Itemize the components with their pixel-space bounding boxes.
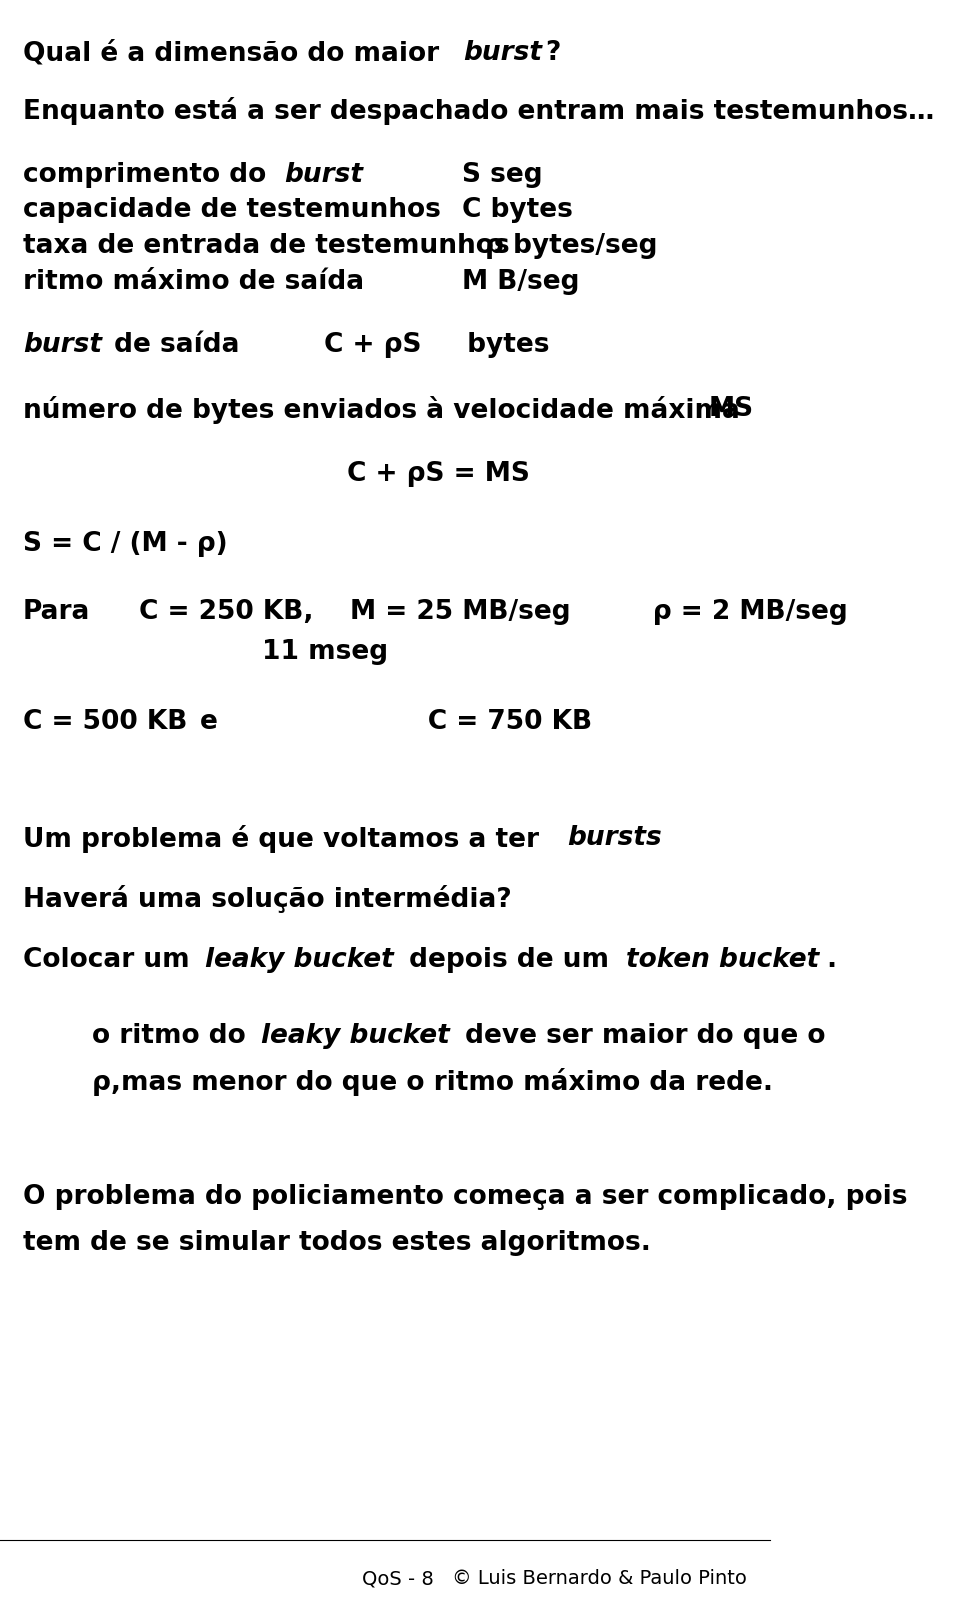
Text: e                       C = 750 KB: e C = 750 KB <box>201 709 592 735</box>
Text: Um problema é que voltamos a ter: Um problema é que voltamos a ter <box>23 825 548 853</box>
Text: M B/seg: M B/seg <box>462 269 580 294</box>
Text: Enquanto está a ser despachado entram mais testemunhos…: Enquanto está a ser despachado entram ma… <box>23 97 934 125</box>
Text: tem de se simular todos estes algoritmos.: tem de se simular todos estes algoritmos… <box>23 1230 651 1256</box>
Text: Qual é a dimensão do maior: Qual é a dimensão do maior <box>23 40 448 66</box>
Text: S = C / (M - ρ): S = C / (M - ρ) <box>23 531 228 557</box>
Text: ρ bytes/seg: ρ bytes/seg <box>486 233 658 259</box>
Text: token bucket: token bucket <box>626 947 820 972</box>
Text: C + ρS     bytes: C + ρS bytes <box>324 332 549 358</box>
Text: 11 mseg: 11 mseg <box>262 639 388 665</box>
Text: burst: burst <box>23 332 102 358</box>
Text: C + ρS = MS: C + ρS = MS <box>347 461 530 487</box>
Text: número de bytes enviados à velocidade máxima: número de bytes enviados à velocidade má… <box>23 396 740 424</box>
Text: S seg: S seg <box>462 162 542 188</box>
Text: Para: Para <box>23 599 90 625</box>
Text: ritmo máximo de saída: ritmo máximo de saída <box>23 269 364 294</box>
Text: C = 250 KB,    M = 25 MB/seg         ρ = 2 MB/seg: C = 250 KB, M = 25 MB/seg ρ = 2 MB/seg <box>138 599 848 625</box>
Text: QoS - 8: QoS - 8 <box>362 1569 434 1589</box>
Text: leaky bucket: leaky bucket <box>261 1023 450 1048</box>
Text: O problema do policiamento começa a ser complicado, pois: O problema do policiamento começa a ser … <box>23 1184 907 1210</box>
Text: ?: ? <box>545 40 561 66</box>
Text: burst: burst <box>464 40 542 66</box>
Text: taxa de entrada de testemunhos: taxa de entrada de testemunhos <box>23 233 510 259</box>
Text: C = 500 KB: C = 500 KB <box>23 709 187 735</box>
Text: ρ,mas menor do que o ritmo máximo da rede.: ρ,mas menor do que o ritmo máximo da red… <box>92 1068 774 1095</box>
Text: capacidade de testemunhos: capacidade de testemunhos <box>23 197 441 223</box>
Text: MS: MS <box>708 396 754 422</box>
Text: o ritmo do: o ritmo do <box>92 1023 255 1048</box>
Text: de saída: de saída <box>105 332 239 358</box>
Text: C bytes: C bytes <box>462 197 573 223</box>
Text: comprimento do: comprimento do <box>23 162 276 188</box>
Text: © Luis Bernardo & Paulo Pinto: © Luis Bernardo & Paulo Pinto <box>452 1569 747 1589</box>
Text: .: . <box>827 947 836 972</box>
Text: Haverá uma solução intermédia?: Haverá uma solução intermédia? <box>23 885 512 913</box>
Text: leaky bucket: leaky bucket <box>205 947 394 972</box>
Text: deve ser maior do que o: deve ser maior do que o <box>457 1023 826 1048</box>
Text: bursts: bursts <box>566 825 661 851</box>
Text: burst: burst <box>284 162 364 188</box>
Text: Colocar um: Colocar um <box>23 947 199 972</box>
Text: depois de um: depois de um <box>400 947 618 972</box>
